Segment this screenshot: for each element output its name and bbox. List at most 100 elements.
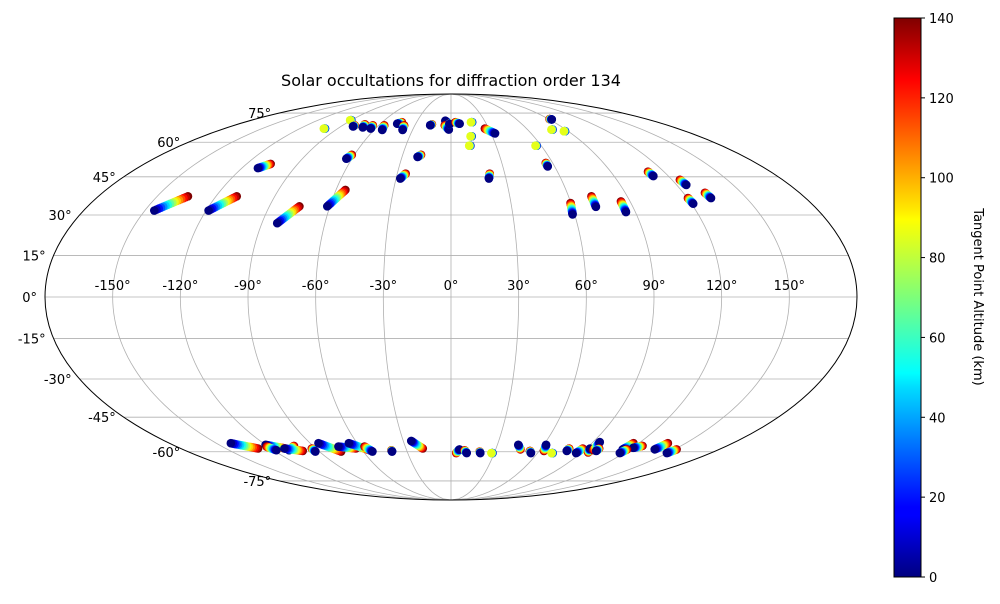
occultation-track — [395, 169, 410, 183]
occultation-point — [595, 437, 605, 447]
occultation-track — [487, 448, 497, 458]
lat-tick-label: -75° — [243, 475, 271, 490]
occultation-track — [413, 150, 426, 162]
lat-tick-label: 60° — [157, 136, 180, 151]
occultation-track — [253, 159, 275, 173]
occultation-track — [149, 192, 193, 215]
occultation-point — [543, 162, 553, 171]
lon-tick-label: 90° — [642, 279, 665, 294]
occultation-track — [480, 124, 500, 138]
longitude-tick-labels: -150° -120° -90° -60° -30° 0° 30° 60° 90° 120° 150… — [95, 279, 805, 294]
lon-tick-label: -90° — [234, 279, 262, 294]
colorbar-label: Tangent Point Altitude (km) — [970, 207, 985, 385]
occultation-track — [322, 185, 350, 211]
colorbar-tick-label: 0 — [929, 571, 937, 586]
occultation-track — [547, 125, 557, 134]
occultation-track — [616, 197, 631, 217]
occultation-point — [395, 174, 405, 183]
occultation-track — [466, 117, 477, 127]
occultation-point — [662, 448, 672, 458]
occultation-point — [462, 448, 472, 458]
colorbar-tick-label: 60 — [929, 331, 946, 346]
occultation-point — [272, 445, 281, 455]
occultation-point — [475, 448, 485, 458]
lon-tick-label: 60° — [575, 279, 598, 294]
occultation-track — [360, 442, 377, 456]
occultation-track — [566, 198, 577, 219]
lon-tick-label: -150° — [95, 279, 131, 294]
lat-tick-label: 30° — [49, 209, 72, 224]
occultation-point — [344, 438, 354, 448]
occultation-point — [377, 125, 387, 135]
occultation-track — [475, 447, 485, 458]
occultation-track — [319, 124, 330, 133]
lat-tick-label: -45° — [88, 411, 116, 426]
occultation-track — [425, 120, 437, 130]
occultation-track — [541, 158, 553, 171]
occultation-point — [348, 122, 358, 131]
occultation-track — [591, 444, 604, 456]
occultation-point — [464, 141, 474, 151]
colorbar-gradient — [893, 17, 922, 578]
lon-tick-label: 30° — [507, 279, 530, 294]
occultation-point — [226, 438, 236, 448]
occultation-point — [650, 445, 660, 454]
occultation-point — [406, 436, 416, 446]
occultation-point — [547, 115, 557, 124]
occultation-point — [204, 206, 213, 215]
occultation-track — [398, 120, 409, 135]
occultation-point — [541, 440, 551, 450]
occultation-point — [466, 117, 476, 127]
meridian-line — [112, 94, 452, 500]
occultation-track — [513, 440, 525, 454]
data-points — [149, 114, 716, 458]
lat-tick-label: 0° — [22, 291, 37, 306]
occultation-point — [366, 124, 375, 133]
occultation-point — [334, 442, 343, 451]
occultation-track — [628, 441, 647, 453]
occultation-track — [348, 120, 359, 131]
occultation-point — [425, 120, 435, 130]
occultation-point — [621, 207, 631, 217]
lat-tick-label: -30° — [44, 373, 72, 388]
occultation-track — [406, 436, 428, 453]
occultation-track — [262, 442, 281, 455]
occultation-track — [280, 444, 308, 456]
occultation-track — [341, 150, 357, 164]
occultation-track — [358, 120, 370, 132]
occultation-point — [398, 125, 407, 135]
map-boundary — [44, 93, 858, 501]
occultation-point — [591, 446, 601, 456]
occultation-point — [487, 448, 496, 458]
occultation-point — [568, 210, 577, 219]
occultation-point — [484, 174, 494, 183]
occultation-track — [650, 438, 673, 454]
colorbar-tick-label: 140 — [929, 12, 954, 27]
occultation-track — [307, 444, 320, 456]
occultation-track — [525, 446, 536, 458]
occultation-track — [204, 192, 242, 215]
occultation-point — [526, 448, 536, 458]
occultation-point — [547, 125, 556, 134]
occultation-track — [683, 193, 698, 209]
occultation-point — [562, 446, 572, 456]
lat-tick-label: 75° — [248, 107, 271, 122]
occultation-point — [149, 206, 159, 215]
lon-tick-label: 0° — [444, 279, 459, 294]
lon-tick-label: 120° — [706, 279, 737, 294]
lon-tick-label: -30° — [369, 279, 397, 294]
occultation-track — [615, 445, 632, 458]
lat-tick-label: 45° — [93, 171, 116, 186]
occultation-point — [547, 448, 556, 458]
occultation-point — [319, 124, 329, 133]
lat-tick-label: -15° — [18, 333, 46, 348]
lon-tick-label: -120° — [162, 279, 198, 294]
occultation-track — [547, 448, 558, 458]
occultation-point — [413, 152, 422, 162]
occultation-point — [615, 448, 625, 458]
occultation-point — [455, 119, 465, 129]
occultation-point — [368, 447, 377, 456]
occultation-track — [545, 114, 557, 124]
